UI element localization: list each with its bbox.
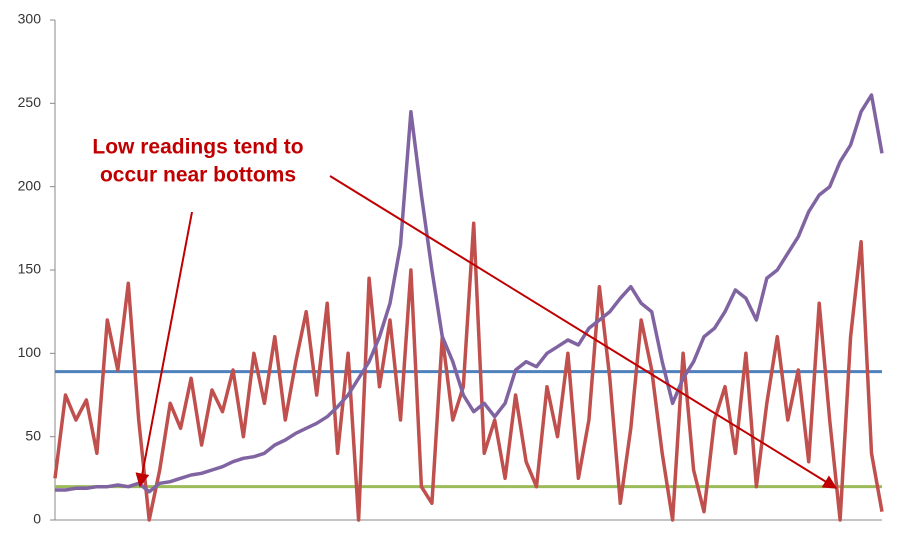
annotation: Low readings tend to occur near bottoms [92, 136, 838, 489]
series-line [53, 221, 884, 522]
y-tick-label: 0 [33, 511, 41, 527]
annotation-arrow [329, 175, 838, 489]
y-tick-label: 100 [18, 344, 42, 360]
y-tick-label: 150 [18, 261, 42, 277]
annotation-text: occur near bottoms [100, 164, 296, 187]
annotation-arrow [135, 211, 193, 488]
plot-area: 0 50 100 150 200 250 300 [18, 11, 884, 527]
y-tick-label: 50 [25, 427, 41, 443]
y-tick-label: 300 [18, 11, 42, 27]
y-tick-label: 200 [18, 177, 42, 193]
annotation-text: Low readings tend to [92, 136, 303, 159]
y-tick-label: 250 [18, 94, 42, 110]
series-line [55, 93, 884, 494]
